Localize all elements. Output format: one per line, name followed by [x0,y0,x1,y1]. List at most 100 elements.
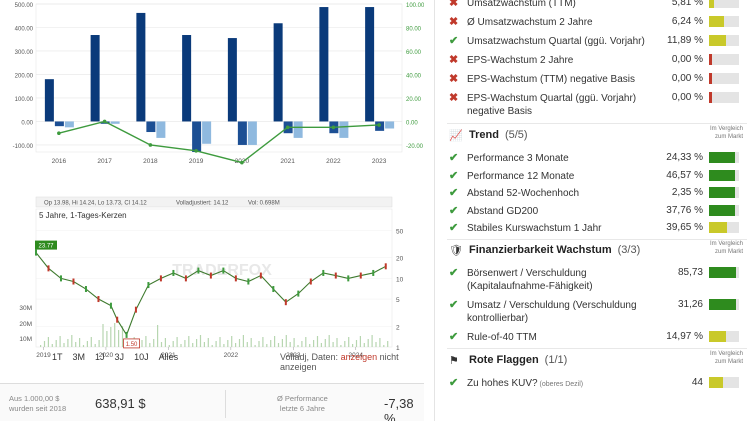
volume-bar [375,342,377,347]
volume-bar [203,342,205,347]
volume-bar [367,339,369,347]
volume-bar [379,338,381,347]
volume-bar [305,337,307,347]
price-candle [84,286,87,293]
volume-bar [289,342,291,347]
criteria-label: Umsatz / Verschuldung (Verschuldung kont… [467,300,637,324]
rating-bar-fill [709,169,735,181]
volume-bar [313,340,315,347]
volume-bar [141,340,143,347]
volume-bar [59,336,61,347]
criteria-value: 0,00 % [671,92,703,103]
revenue-bar [182,35,192,122]
criteria-row: ✖ Ø Umsatzwachstum 2 Jahre 6,24 % [435,13,750,32]
volume-bar [238,339,241,347]
rating-bar [709,331,739,342]
range-tab-1t[interactable]: 1T [52,352,63,362]
price-candle [116,316,119,323]
volume-bar [192,343,194,347]
volume-bar [270,340,272,347]
volume-bar [40,345,42,347]
criteria-label: Performance 12 Monate [467,170,575,182]
check-icon: ✔ [449,267,459,279]
negative-light-bar [64,121,74,128]
volume-bar [47,337,49,347]
left-column: 500.00 400.00 300.00 200.00 100.00 0.00 -100.0… [0,3,424,421]
volume-tick-label: 10M [19,336,32,343]
price-candle [284,299,287,306]
criteria-label: Zu hohes KUV? (oberes Dezil) [467,378,584,389]
hide-data-link[interactable]: nicht anzeigen [280,352,399,372]
volume-bar [118,330,120,347]
price-candle [72,278,75,285]
volume-bar [90,337,92,347]
section-header: 📈 Trend (5/5) Im Vergleich zum Markt [435,125,750,147]
range-tab-3j[interactable]: 3J [114,352,125,362]
range-tab-1j[interactable]: 1J [95,352,105,362]
volume-bar [153,339,155,347]
revenue-bar [44,79,54,122]
left-tick-label: 400.00 [15,26,34,32]
chart-header-adj: Volladjustiert: 14.12 [176,201,229,207]
volladj-label: Volladj, Daten: [280,352,339,362]
volume-bar [336,338,338,347]
section-title: Finanzierbarkeit Wachstum (3/3) [469,244,641,256]
volume-bar [215,341,217,347]
price-chart[interactable]: Op 13.98, Hi 14.24, Lo 13.73, Cl 14.12 Vo… [0,182,424,382]
growth-line-point [102,119,107,124]
range-tab-10j[interactable]: 10J [134,352,149,362]
compare-label-line: Im Vergleich [709,351,743,357]
volume-bar [207,338,209,347]
rating-bar [709,73,739,84]
growth-line [58,120,380,164]
check-icon: ✔ [449,222,459,235]
range-tab-3m[interactable]: 3M [72,352,86,362]
summary-label-line: Ø Performance [277,394,328,403]
volume-bar [359,336,361,347]
avg-performance-value: -7,38 % [384,396,414,421]
price-x-tick-label: 2024 [349,352,364,359]
volume-bar [164,338,166,347]
volume-bar [242,335,244,347]
rating-bar [709,92,739,103]
negative-light-bar [247,121,257,145]
growth-line-point [331,125,336,130]
section-divider [447,239,747,240]
volume-bar [324,339,326,347]
section-title: Trend (5/5) [469,129,528,141]
right-tick-label: 60.00 [406,50,422,56]
price-candle [297,290,300,297]
criteria-label: EPS-Wachstum 2 Jahre [467,55,574,66]
criteria-value: 5,81 % [671,0,703,8]
volume-bar [250,338,252,347]
negative-dark-bar [146,121,156,133]
price-candle [134,306,137,313]
volume-bar [258,341,260,347]
show-data-link[interactable]: anzeigen [340,352,378,362]
negative-light-bar [156,121,166,138]
x-tick-label: 2023 [372,158,387,165]
criteria-row: ✔ Rule-of-40 TTM 14,97 % [435,328,750,346]
volume-bar [168,345,170,347]
criteria-label: Umsatzwachstum Quartal (ggü. Vorjahr) [467,36,645,47]
right-tick-label: 80.00 [406,26,422,32]
left-tick-label: -100.00 [13,144,34,150]
volume-bar [355,340,358,347]
price-candle [125,331,128,338]
rating-bar [709,152,739,163]
negative-light-bar [110,121,120,124]
summary-label-line: wurden seit 2018 [9,404,67,413]
volume-bar [246,342,248,347]
volume-bar [106,331,108,347]
rating-bar-fill [709,0,714,8]
criteria-row: ✔ Zu hohes KUV? (oberes Dezil) 44 [435,374,750,392]
volume-bar [86,341,88,347]
summary-label-line: letzte 6 Jahre [279,404,325,413]
volume-bar [316,336,319,347]
x-tick-label: 2017 [97,158,112,165]
volume-tick-label: 20M [19,321,32,328]
volume-bar [363,343,365,347]
criteria-row: ✔ Abstand GD200 37,76 % [435,202,750,220]
price-candle [259,272,262,279]
range-tab-alles[interactable]: Alles [158,352,179,362]
